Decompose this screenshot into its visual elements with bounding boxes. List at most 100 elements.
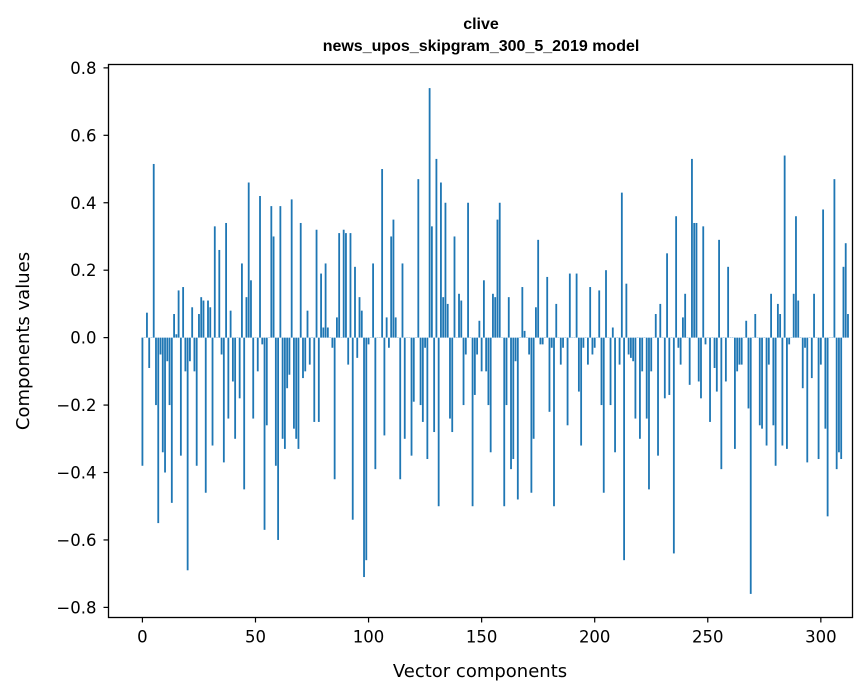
y-tick-label: 0.2 xyxy=(70,261,96,280)
bar-53 xyxy=(261,337,264,345)
bar-202 xyxy=(598,290,601,338)
bar-259 xyxy=(727,266,730,338)
bar-157 xyxy=(496,219,499,338)
bar-265 xyxy=(740,337,743,365)
bar-72 xyxy=(304,337,307,372)
bar-300 xyxy=(819,337,822,365)
bar-17 xyxy=(179,337,182,456)
bar-115 xyxy=(401,263,404,338)
bar-262 xyxy=(734,337,736,449)
bar-168 xyxy=(521,287,524,338)
bar-249 xyxy=(704,337,707,345)
bar-40 xyxy=(231,337,234,382)
bar-25 xyxy=(198,314,200,338)
bar-31 xyxy=(211,337,214,446)
bar-301 xyxy=(822,209,825,338)
bar-133 xyxy=(442,297,445,338)
bar-151 xyxy=(482,280,485,338)
bar-228 xyxy=(657,337,659,456)
bar-173 xyxy=(532,337,535,439)
bar-37 xyxy=(225,222,227,338)
bar-246 xyxy=(697,337,700,382)
plot-frame xyxy=(107,63,854,619)
bar-147 xyxy=(473,337,476,395)
bar-127 xyxy=(428,88,431,338)
bar-297 xyxy=(813,293,815,338)
bar-293 xyxy=(804,337,806,348)
bar-137 xyxy=(451,337,454,433)
bar-302 xyxy=(824,337,827,429)
bar-279 xyxy=(772,337,775,426)
bar-44 xyxy=(241,263,243,338)
y-tick-label: −0.4 xyxy=(56,464,96,483)
bar-141 xyxy=(460,300,463,338)
bar-24 xyxy=(195,337,198,466)
bar-263 xyxy=(736,337,739,372)
bar-60 xyxy=(277,337,280,540)
bar-273 xyxy=(758,337,761,426)
bar-23 xyxy=(193,337,196,372)
bar-240 xyxy=(684,293,687,338)
bar-163 xyxy=(510,337,512,470)
bar-95 xyxy=(356,337,359,358)
x-tick-label: 250 xyxy=(692,628,724,647)
bar-91 xyxy=(347,337,350,365)
bar-242 xyxy=(688,337,691,385)
bar-268 xyxy=(747,337,750,409)
bar-146 xyxy=(471,337,474,507)
bar-174 xyxy=(535,307,537,338)
x-tick-label: 0 xyxy=(137,628,148,647)
bar-188 xyxy=(566,337,569,426)
bar-28 xyxy=(204,337,207,493)
bar-310 xyxy=(842,266,845,338)
bar-307 xyxy=(835,337,838,470)
bar-61 xyxy=(279,206,282,338)
bar-220 xyxy=(639,337,641,439)
bar-142 xyxy=(462,337,465,406)
bar-108 xyxy=(385,317,388,338)
y-tick-label: 0.4 xyxy=(70,194,96,213)
bar-131 xyxy=(437,337,440,507)
bar-244 xyxy=(693,222,696,338)
bar-224 xyxy=(648,337,650,490)
bar-85 xyxy=(333,337,336,480)
bar-99 xyxy=(365,337,368,561)
y-tick-label: −0.2 xyxy=(56,396,96,415)
y-tick-label: 0.0 xyxy=(70,329,96,348)
bar-18 xyxy=(182,287,185,338)
bar-264 xyxy=(738,337,741,365)
bar-87 xyxy=(338,233,341,338)
bar-136 xyxy=(449,337,451,419)
bar-232 xyxy=(666,253,668,338)
bar-2 xyxy=(146,312,148,338)
bar-73 xyxy=(306,310,309,338)
bar-195 xyxy=(582,337,585,348)
bar-55 xyxy=(265,337,268,426)
bar-281 xyxy=(776,303,779,338)
bar-69 xyxy=(297,337,300,449)
bar-110 xyxy=(390,236,393,338)
bar-245 xyxy=(695,222,698,338)
x-tick-label: 150 xyxy=(466,628,498,647)
bar-62 xyxy=(281,337,284,439)
bar-197 xyxy=(587,337,589,365)
bar-21 xyxy=(189,337,191,362)
bar-161 xyxy=(505,337,508,406)
bar-19 xyxy=(184,337,187,372)
bar-132 xyxy=(440,182,442,338)
bar-38 xyxy=(227,337,230,419)
bar-98 xyxy=(363,337,365,578)
bar-256 xyxy=(720,337,723,470)
bar-0 xyxy=(141,337,144,466)
bar-213 xyxy=(623,337,625,561)
bar-186 xyxy=(562,337,564,348)
bar-135 xyxy=(446,303,449,338)
bar-36 xyxy=(222,337,225,463)
bar-81 xyxy=(324,263,327,338)
bar-107 xyxy=(383,337,386,436)
bar-144 xyxy=(467,202,469,338)
bar-182 xyxy=(553,337,555,507)
x-axis-ticks: 0 50 100 150 200 250 300 xyxy=(137,617,837,647)
bar-194 xyxy=(580,337,583,446)
bar-129 xyxy=(433,337,436,433)
